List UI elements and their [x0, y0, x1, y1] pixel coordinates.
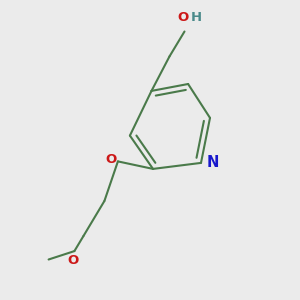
Text: O: O: [105, 153, 116, 167]
Text: N: N: [206, 155, 219, 170]
Text: O: O: [67, 254, 79, 267]
Text: O: O: [177, 11, 189, 24]
Text: H: H: [190, 11, 202, 24]
